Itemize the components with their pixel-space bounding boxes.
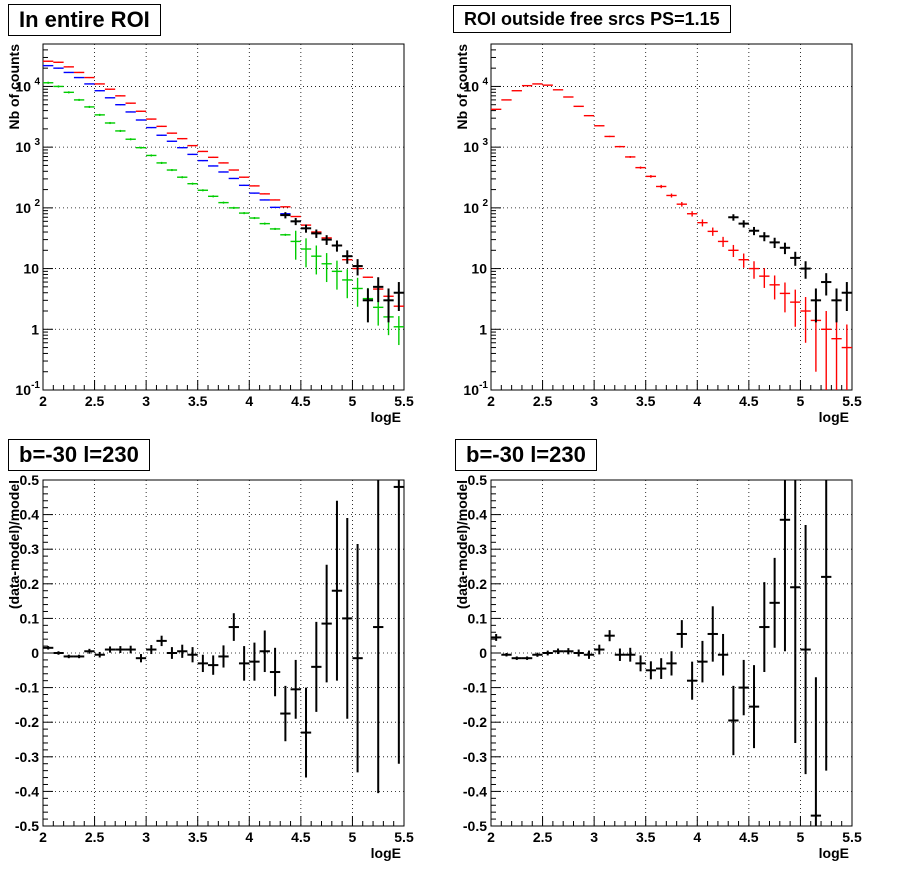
y-tick-label: 0.3 xyxy=(20,541,40,557)
y-tick-label: 0.3 xyxy=(468,541,488,557)
y-tick-label: 10 xyxy=(23,261,39,277)
x-tick-label: 4.5 xyxy=(291,393,311,409)
y-tick-label: 0 xyxy=(479,645,487,661)
y-tick-label: -0.5 xyxy=(15,818,39,834)
y-tick-exponent: 2 xyxy=(34,198,40,209)
y-tick-label: 10 xyxy=(463,139,479,155)
plot-frame xyxy=(42,43,405,391)
y-tick-label: 0.4 xyxy=(20,507,40,523)
y-tick-label: 10 xyxy=(471,261,487,277)
panel-3-title: b=-30 l=230 xyxy=(8,439,150,471)
y-tick-exponent: 3 xyxy=(34,137,40,148)
x-tick-label: 4.5 xyxy=(739,829,759,845)
x-tick-label: 2 xyxy=(39,829,47,845)
y-axis-label: (data-model)/model xyxy=(6,480,22,609)
y-axis-label: (data-model)/model xyxy=(454,480,470,609)
y-tick-label: -0.5 xyxy=(463,818,487,834)
panel-4-title: b=-30 l=230 xyxy=(455,439,597,471)
x-tick-label: 5 xyxy=(797,829,805,845)
y-tick-label: 10 xyxy=(463,78,479,94)
x-tick-label: 5 xyxy=(797,393,805,409)
x-tick-label: 2 xyxy=(487,829,495,845)
y-tick-exponent: 4 xyxy=(34,76,40,87)
plot-frame xyxy=(490,43,853,391)
y-tick-label: -0.3 xyxy=(15,749,39,765)
y-tick-label: 0.1 xyxy=(468,610,488,626)
x-tick-label: 3 xyxy=(590,829,598,845)
y-tick-label: -0.2 xyxy=(463,714,487,730)
y-axis-label: Nb of counts xyxy=(6,44,22,130)
y-tick-label: 0.5 xyxy=(20,472,40,488)
x-tick-label: 3.5 xyxy=(636,829,656,845)
panel-2 xyxy=(490,43,853,391)
y-tick-label: 1 xyxy=(479,321,487,337)
y-tick-label: 0 xyxy=(31,645,39,661)
y-tick-label: -0.2 xyxy=(15,714,39,730)
panel-4 xyxy=(490,479,853,827)
y-tick-label: -0.1 xyxy=(15,680,39,696)
x-tick-label: 5.5 xyxy=(842,829,862,845)
y-tick-label: 0.5 xyxy=(468,472,488,488)
x-tick-label: 2.5 xyxy=(85,393,105,409)
x-axis-label: logE xyxy=(819,409,849,425)
y-tick-exponent: 3 xyxy=(482,137,488,148)
y-tick-label: 10 xyxy=(463,200,479,216)
x-tick-label: 4 xyxy=(693,829,701,845)
x-tick-label: 4 xyxy=(693,393,701,409)
x-tick-label: 3.5 xyxy=(188,393,208,409)
y-tick-label: 0.2 xyxy=(20,576,40,592)
y-tick-exponent: 2 xyxy=(482,198,488,209)
x-axis-label: logE xyxy=(371,845,401,861)
y-tick-exponent: -1 xyxy=(479,380,488,391)
y-tick-label: 0.2 xyxy=(468,576,488,592)
x-axis-label: logE xyxy=(819,845,849,861)
y-tick-label: 0.1 xyxy=(20,610,40,626)
x-tick-label: 2 xyxy=(487,393,495,409)
x-tick-label: 4.5 xyxy=(291,829,311,845)
x-tick-label: 3.5 xyxy=(636,393,656,409)
panel-2-title: ROI outside free srcs PS=1.15 xyxy=(453,5,731,33)
x-tick-label: 5.5 xyxy=(394,393,414,409)
y-tick-label: -0.4 xyxy=(15,783,39,799)
y-tick-label: 10 xyxy=(15,382,31,398)
y-tick-label: 10 xyxy=(15,139,31,155)
y-tick-label: 1 xyxy=(31,321,39,337)
x-axis-label: logE xyxy=(371,409,401,425)
y-tick-label: 0.4 xyxy=(468,507,488,523)
y-tick-label: -0.1 xyxy=(463,680,487,696)
x-tick-label: 2 xyxy=(39,393,47,409)
x-tick-label: 3 xyxy=(142,393,150,409)
y-tick-label: 10 xyxy=(15,200,31,216)
y-axis-label: Nb of counts xyxy=(454,44,470,130)
x-tick-label: 5.5 xyxy=(394,829,414,845)
x-tick-label: 4 xyxy=(245,393,253,409)
panel-1-title: In entire ROI xyxy=(8,4,161,36)
panel-3 xyxy=(42,479,405,827)
y-tick-exponent: -1 xyxy=(31,380,40,391)
y-tick-exponent: 4 xyxy=(482,76,488,87)
y-tick-label: -0.4 xyxy=(463,783,487,799)
x-tick-label: 2.5 xyxy=(533,393,553,409)
x-tick-label: 3.5 xyxy=(188,829,208,845)
y-tick-label: 10 xyxy=(15,78,31,94)
x-tick-label: 4.5 xyxy=(739,393,759,409)
x-tick-label: 3 xyxy=(142,829,150,845)
x-tick-label: 3 xyxy=(590,393,598,409)
x-tick-label: 5 xyxy=(349,393,357,409)
x-tick-label: 5.5 xyxy=(842,393,862,409)
x-tick-label: 2.5 xyxy=(533,829,553,845)
x-tick-label: 5 xyxy=(349,829,357,845)
x-tick-label: 2.5 xyxy=(85,829,105,845)
y-tick-label: -0.3 xyxy=(463,749,487,765)
panel-1 xyxy=(42,43,405,391)
y-tick-label: 10 xyxy=(463,382,479,398)
x-tick-label: 4 xyxy=(245,829,253,845)
